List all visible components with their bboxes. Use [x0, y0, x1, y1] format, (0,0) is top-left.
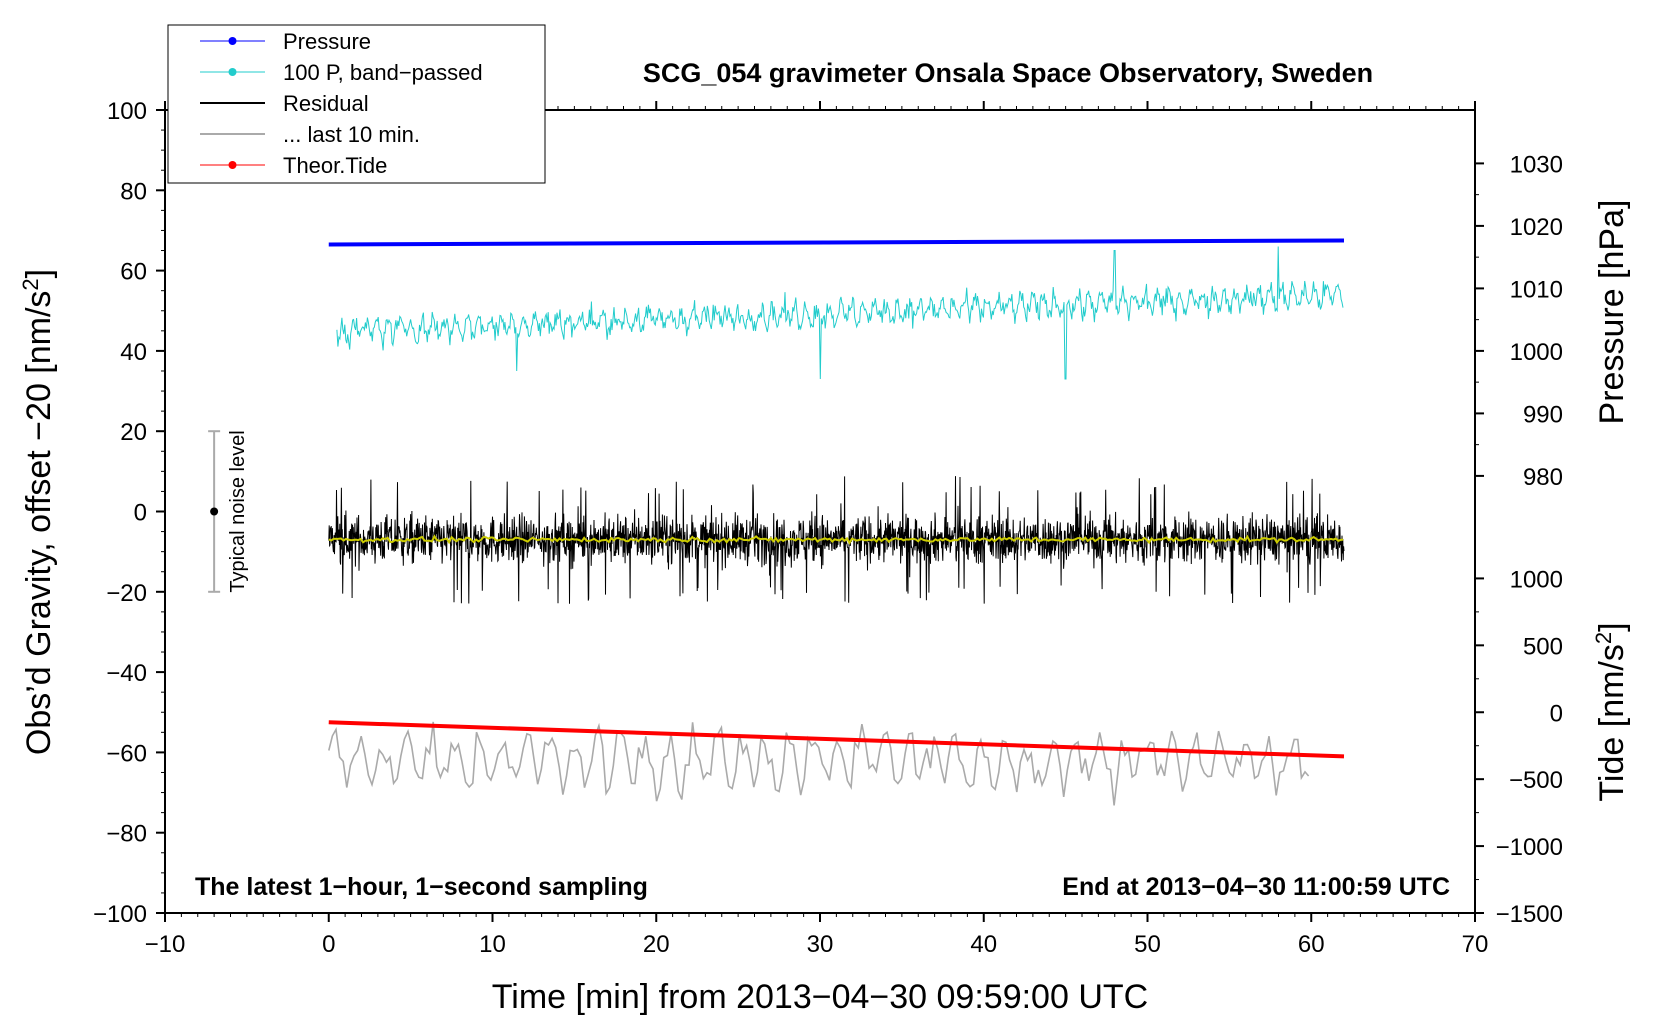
y-axis-label: Obs’d Gravity, offset −20 [nm/s2]: [18, 269, 58, 755]
x-axis-ticks: −10 0 10 20 30 40 50 60 70: [145, 101, 1489, 958]
y-tick-label: 0: [134, 500, 147, 527]
legend-label: 100 P, band−passed: [283, 60, 483, 85]
legend-item: ... last 10 min.: [200, 122, 420, 147]
noise-bar: Typical noise level: [208, 430, 249, 593]
x-tick-label: −10: [145, 931, 186, 958]
x-tick-label: 30: [807, 931, 834, 958]
tide-axis-label-sup: 2: [1591, 632, 1616, 644]
series-band-passed-pressure: [336, 246, 1344, 380]
legend-item: 100 P, band−passed: [200, 60, 483, 85]
x-axis-label: Time [min] from 2013−04−30 09:59:00 UTC: [492, 978, 1148, 1016]
chart-title: SCG_054 gravimeter Onsala Space Observat…: [643, 58, 1373, 88]
legend-item: Theor.Tide: [200, 153, 387, 178]
tide-tick-label: −1000: [1496, 834, 1563, 861]
legend-item: Pressure: [200, 29, 371, 54]
annotation-sampling: The latest 1−hour, 1−second sampling: [195, 873, 648, 901]
series-residual-smoothed: [328, 534, 1344, 545]
series-theoretical-tide: [328, 720, 1345, 759]
pressure-tick-label: 990: [1523, 401, 1563, 428]
noise-bar-label: Typical noise level: [227, 430, 249, 592]
tide-tick-label: 500: [1523, 633, 1563, 660]
legend: Pressure 100 P, band−passed Residual ... la…: [167, 24, 546, 184]
y-tick-label: 20: [120, 419, 147, 446]
tide-tick-label: −500: [1509, 767, 1563, 794]
x-tick-label: 50: [1134, 931, 1161, 958]
legend-label: ... last 10 min.: [283, 122, 420, 147]
y-axis-ticks: −100 −80 −60 −40 −20 0 20 40 60 80 100: [93, 98, 165, 928]
tide-axis-label: Tide [nm/s2]: [1591, 622, 1631, 801]
y-tick-label: 100: [107, 98, 147, 125]
x-tick-label: 20: [643, 931, 670, 958]
legend-label: Pressure: [283, 29, 371, 54]
tide-axis-ticks: −1500 −1000 −500 0 500 1000: [1475, 566, 1563, 928]
legend-label: Residual: [283, 91, 369, 116]
pressure-tick-label: 1030: [1510, 151, 1563, 178]
pressure-tick-label: 1020: [1510, 214, 1563, 241]
y-tick-label: 80: [120, 178, 147, 205]
pressure-axis-label: Pressure [hPa]: [1593, 200, 1631, 425]
y-axis-label-main: Obs’d Gravity, offset −20 [nm/s: [20, 291, 58, 756]
legend-marker: [228, 161, 237, 169]
y-tick-label: 60: [120, 259, 147, 286]
noise-bar-center-dot: [210, 507, 219, 516]
x-tick-label: 10: [479, 931, 506, 958]
y-tick-label: −20: [106, 580, 147, 607]
x-tick-label: 40: [970, 931, 997, 958]
legend-label: Theor.Tide: [283, 153, 387, 178]
series-layer: [328, 238, 1345, 806]
pressure-tick-label: 980: [1523, 464, 1563, 491]
legend-marker: [228, 37, 237, 45]
pressure-tick-label: 1000: [1510, 339, 1563, 366]
series-pressure: [328, 238, 1345, 247]
pressure-axis-ticks: 980 990 1000 1010 1020 1030: [1475, 151, 1563, 491]
tide-axis-label-main: Tide [nm/s: [1593, 644, 1631, 801]
x-tick-label: 60: [1298, 931, 1325, 958]
x-tick-label: 0: [322, 931, 335, 958]
y-tick-label: −100: [93, 901, 147, 928]
tide-tick-label: 0: [1550, 700, 1563, 727]
y-tick-label: −40: [106, 660, 147, 687]
legend-marker: [228, 68, 237, 76]
x-tick-label: 70: [1462, 931, 1489, 958]
annotation-end-time: End at 2013−04−30 11:00:59 UTC: [1062, 873, 1450, 901]
tide-tick-label: −1500: [1496, 901, 1563, 928]
series-residual: [328, 476, 1345, 604]
y-axis-label-sup: 2: [18, 278, 43, 290]
y-tick-label: −60: [106, 740, 147, 767]
tide-axis-label-close: ]: [1593, 622, 1631, 631]
y-axis-label-close: ]: [20, 269, 58, 278]
y-tick-label: 40: [120, 339, 147, 366]
y-tick-label: −80: [106, 821, 147, 848]
tide-tick-label: 1000: [1510, 566, 1563, 593]
pressure-tick-label: 1010: [1510, 276, 1563, 303]
legend-item: Residual: [200, 91, 369, 116]
